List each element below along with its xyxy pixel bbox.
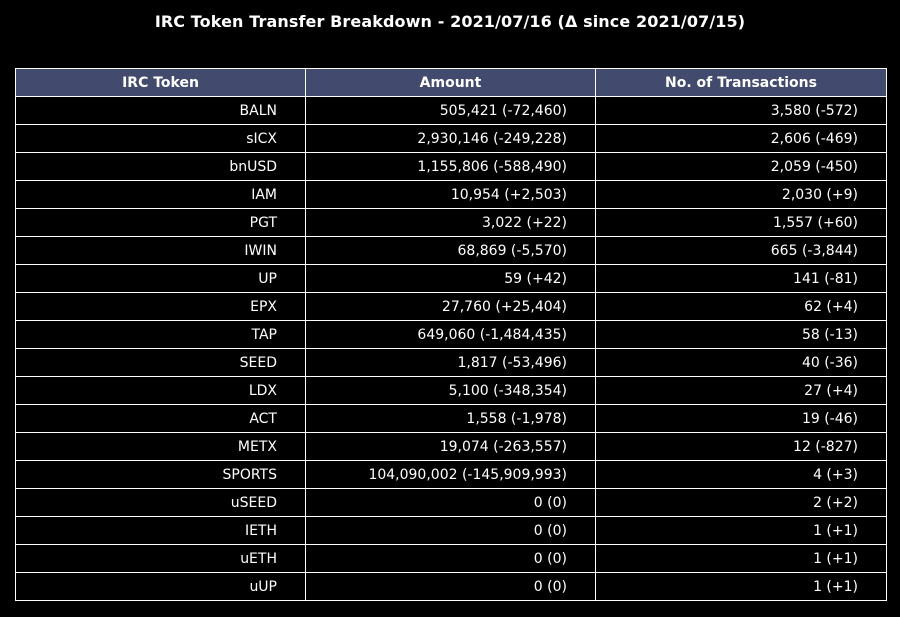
transactions-cell: 58 (-13)	[595, 320, 887, 349]
transactions-cell: 2,606 (-469)	[595, 124, 887, 153]
amount-cell: 3,022 (+22)	[305, 208, 596, 237]
table-row: BALN 505,421 (-72,460) 3,580 (-572)	[15, 96, 887, 125]
token-cell: UP	[15, 264, 306, 293]
transactions-cell: 12 (-827)	[595, 432, 887, 461]
column-header-amount: Amount	[305, 68, 596, 97]
transactions-cell: 1,557 (+60)	[595, 208, 887, 237]
token-cell: IAM	[15, 180, 306, 209]
token-cell: uUP	[15, 572, 306, 601]
column-header-token: IRC Token	[15, 68, 306, 97]
token-cell: PGT	[15, 208, 306, 237]
token-cell: uSEED	[15, 488, 306, 517]
transactions-cell: 141 (-81)	[595, 264, 887, 293]
amount-cell: 1,817 (-53,496)	[305, 348, 596, 377]
amount-cell: 0 (0)	[305, 488, 596, 517]
amount-cell: 10,954 (+2,503)	[305, 180, 596, 209]
table-body: BALN 505,421 (-72,460) 3,580 (-572) sICX 2,9…	[15, 96, 887, 601]
amount-cell: 0 (0)	[305, 544, 596, 573]
token-cell: SPORTS	[15, 460, 306, 489]
table-row: IWIN 68,869 (-5,570) 665 (-3,844)	[15, 236, 887, 265]
token-cell: bnUSD	[15, 152, 306, 181]
token-cell: TAP	[15, 320, 306, 349]
token-cell: uETH	[15, 544, 306, 573]
amount-cell: 27,760 (+25,404)	[305, 292, 596, 321]
transactions-cell: 1 (+1)	[595, 516, 887, 545]
transactions-cell: 1 (+1)	[595, 572, 887, 601]
token-cell: BALN	[15, 96, 306, 125]
table-row: LDX 5,100 (-348,354) 27 (+4)	[15, 376, 887, 405]
token-cell: IWIN	[15, 236, 306, 265]
transactions-cell: 19 (-46)	[595, 404, 887, 433]
amount-cell: 19,074 (-263,557)	[305, 432, 596, 461]
table-row: uUP 0 (0) 1 (+1)	[15, 572, 887, 601]
token-cell: EPX	[15, 292, 306, 321]
table-row: EPX 27,760 (+25,404) 62 (+4)	[15, 292, 887, 321]
transactions-cell: 2,030 (+9)	[595, 180, 887, 209]
token-cell: SEED	[15, 348, 306, 377]
transactions-cell: 2,059 (-450)	[595, 152, 887, 181]
amount-cell: 104,090,002 (-145,909,993)	[305, 460, 596, 489]
table-row: bnUSD 1,155,806 (-588,490) 2,059 (-450)	[15, 152, 887, 181]
table-row: SEED 1,817 (-53,496) 40 (-36)	[15, 348, 887, 377]
amount-cell: 649,060 (-1,484,435)	[305, 320, 596, 349]
token-transfer-table: IRC Token Amount No. of Transactions BAL…	[15, 68, 887, 601]
token-cell: ACT	[15, 404, 306, 433]
column-header-transactions: No. of Transactions	[595, 68, 887, 97]
table-row: UP 59 (+42) 141 (-81)	[15, 264, 887, 293]
transactions-cell: 27 (+4)	[595, 376, 887, 405]
chart-title: IRC Token Transfer Breakdown - 2021/07/1…	[154, 12, 746, 31]
token-cell: METX	[15, 432, 306, 461]
table-row: IAM 10,954 (+2,503) 2,030 (+9)	[15, 180, 887, 209]
amount-cell: 68,869 (-5,570)	[305, 236, 596, 265]
table-header-row: IRC Token Amount No. of Transactions	[15, 68, 887, 97]
table-row: SPORTS 104,090,002 (-145,909,993) 4 (+3)	[15, 460, 887, 489]
transactions-cell: 665 (-3,844)	[595, 236, 887, 265]
transactions-cell: 3,580 (-572)	[595, 96, 887, 125]
amount-cell: 2,930,146 (-249,228)	[305, 124, 596, 153]
table-row: ACT 1,558 (-1,978) 19 (-46)	[15, 404, 887, 433]
token-cell: LDX	[15, 376, 306, 405]
table-row: TAP 649,060 (-1,484,435) 58 (-13)	[15, 320, 887, 349]
table-row: METX 19,074 (-263,557) 12 (-827)	[15, 432, 887, 461]
amount-cell: 59 (+42)	[305, 264, 596, 293]
transactions-cell: 40 (-36)	[595, 348, 887, 377]
table-row: sICX 2,930,146 (-249,228) 2,606 (-469)	[15, 124, 887, 153]
table-row: PGT 3,022 (+22) 1,557 (+60)	[15, 208, 887, 237]
token-cell: sICX	[15, 124, 306, 153]
transactions-cell: 4 (+3)	[595, 460, 887, 489]
transactions-cell: 1 (+1)	[595, 544, 887, 573]
amount-cell: 1,558 (-1,978)	[305, 404, 596, 433]
amount-cell: 0 (0)	[305, 516, 596, 545]
token-cell: IETH	[15, 516, 306, 545]
table-row: uSEED 0 (0) 2 (+2)	[15, 488, 887, 517]
table-row: IETH 0 (0) 1 (+1)	[15, 516, 887, 545]
amount-cell: 0 (0)	[305, 572, 596, 601]
amount-cell: 505,421 (-72,460)	[305, 96, 596, 125]
amount-cell: 1,155,806 (-588,490)	[305, 152, 596, 181]
transactions-cell: 2 (+2)	[595, 488, 887, 517]
transactions-cell: 62 (+4)	[595, 292, 887, 321]
table-row: uETH 0 (0) 1 (+1)	[15, 544, 887, 573]
amount-cell: 5,100 (-348,354)	[305, 376, 596, 405]
